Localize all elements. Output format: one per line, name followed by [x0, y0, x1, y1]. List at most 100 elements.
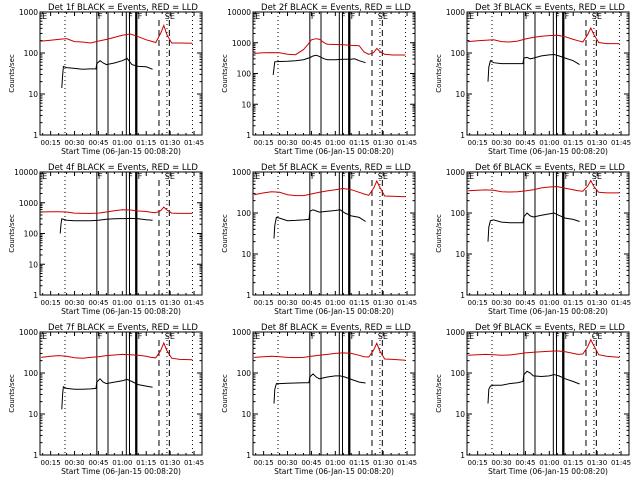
marker-label: E — [42, 332, 47, 341]
x-tick-label: 00:30 — [64, 459, 84, 467]
x-tick-label: 01:30 — [587, 299, 607, 307]
x-tick-label: 00:30 — [491, 299, 511, 307]
events-series-line — [487, 370, 580, 404]
y-tick-label: 1 — [33, 451, 38, 460]
y-axis-label: Counts/sec — [8, 214, 16, 253]
y-tick-label: 10 — [455, 250, 465, 259]
y-axis-label: Counts/sec — [435, 214, 443, 253]
y-tick-label: 1 — [246, 131, 251, 140]
x-tick-label: 00:15 — [468, 459, 488, 467]
x-tick-label: 00:15 — [254, 299, 274, 307]
x-tick-label: 01:30 — [587, 139, 607, 147]
x-tick-label: 01:15 — [349, 299, 369, 307]
marker-label: E — [42, 12, 47, 21]
x-tick-label: 01:00 — [112, 459, 132, 467]
lld-series-line — [254, 38, 406, 56]
x-axis-label: Start Time (06-Jan-15 00:08:20) — [488, 147, 608, 156]
marker-label: F — [311, 12, 316, 21]
panel-title: Det 9f BLACK = Events, RED = LLD — [475, 323, 625, 333]
x-tick-label: 00:30 — [64, 299, 84, 307]
lld-series-line — [468, 179, 620, 194]
x-tick-label: 01:00 — [112, 139, 132, 147]
marker-label: F — [128, 172, 133, 181]
marker-label: F — [341, 172, 346, 181]
y-tick-label: 1 — [246, 451, 251, 460]
x-tick-label: 00:30 — [491, 459, 511, 467]
x-tick-label: 00:30 — [64, 139, 84, 147]
y-tick-label: 1000 — [19, 199, 38, 208]
x-tick-label: 00:45 — [301, 139, 321, 147]
x-tick-label: 01:15 — [349, 459, 369, 467]
y-tick-label: 10 — [241, 410, 251, 419]
lld-series-line — [254, 342, 406, 361]
x-tick-label: 01:45 — [184, 139, 204, 147]
marker-label: E — [469, 332, 474, 341]
marker-label: F — [128, 12, 133, 21]
marker-label: E — [469, 12, 474, 21]
y-tick-label: 10 — [28, 410, 38, 419]
y-tick-label: 10 — [241, 100, 251, 109]
panel-title: Det 5f BLACK = Events, RED = LLD — [261, 163, 411, 173]
marker-label: SE — [378, 332, 388, 341]
x-tick-label: 01:15 — [349, 139, 369, 147]
x-tick-label: 00:15 — [41, 299, 61, 307]
x-tick-label: 00:45 — [301, 459, 321, 467]
y-tick-label: 1000 — [19, 8, 38, 17]
x-tick-label: 00:15 — [254, 459, 274, 467]
panel-title: Det 6f BLACK = Events, RED = LLD — [475, 163, 625, 173]
panel-title: Det 7f BLACK = Events, RED = LLD — [48, 323, 198, 333]
lld-series-line — [468, 338, 620, 358]
x-tick-label: 00:45 — [515, 459, 535, 467]
y-tick-label: 1 — [460, 291, 465, 300]
marker-label: SE — [592, 172, 602, 181]
x-axis-label: Start Time (06-Jan-15 00:08:20) — [61, 147, 181, 156]
y-tick-label: 100 — [24, 230, 39, 239]
marker-label: E — [255, 332, 260, 341]
y-tick-label: 1 — [460, 451, 465, 460]
marker-label: F — [311, 172, 316, 181]
marker-label: E — [255, 12, 260, 21]
y-tick-label: 1 — [33, 131, 38, 140]
events-series-line — [487, 212, 580, 242]
marker-label: F — [351, 172, 356, 181]
lld-series-line — [41, 206, 193, 214]
lld-series-line — [41, 341, 193, 361]
y-tick-label: 100 — [24, 49, 39, 58]
x-tick-label: 01:00 — [539, 459, 559, 467]
x-tick-label: 01:45 — [397, 299, 417, 307]
marker-label: E — [42, 172, 47, 181]
x-tick-label: 01:45 — [397, 139, 417, 147]
y-tick-label: 1000 — [232, 168, 251, 177]
y-axis-label: Counts/sec — [8, 54, 16, 93]
marker-label: F — [341, 12, 346, 21]
marker-label: F — [128, 332, 133, 341]
x-tick-label: 01:15 — [136, 299, 156, 307]
x-axis-label: Start Time (06-Jan-15 00:08:20) — [61, 467, 181, 476]
x-tick-label: 01:15 — [563, 299, 583, 307]
y-axis-label: Counts/sec — [8, 374, 16, 413]
marker-label: F — [138, 12, 143, 21]
plot-frame — [39, 331, 203, 456]
marker-label: F — [138, 172, 143, 181]
marker-label: CE — [592, 332, 603, 341]
x-tick-label: 01:30 — [373, 139, 393, 147]
y-tick-label: 100 — [237, 209, 252, 218]
x-tick-label: 01:45 — [611, 459, 631, 467]
x-tick-label: 00:45 — [515, 299, 535, 307]
marker-label: F — [565, 172, 570, 181]
marker-label: F — [525, 172, 530, 181]
marker-label: E — [255, 172, 260, 181]
marker-label: F — [351, 12, 356, 21]
marker-label: SE — [165, 332, 175, 341]
x-tick-label: 01:15 — [563, 459, 583, 467]
marker-label: F — [138, 332, 143, 341]
x-tick-label: 01:00 — [325, 459, 345, 467]
marker-label: F — [351, 332, 356, 341]
x-tick-label: 00:15 — [468, 139, 488, 147]
y-axis-label: Counts/sec — [435, 54, 443, 93]
y-tick-label: 10 — [241, 250, 251, 259]
